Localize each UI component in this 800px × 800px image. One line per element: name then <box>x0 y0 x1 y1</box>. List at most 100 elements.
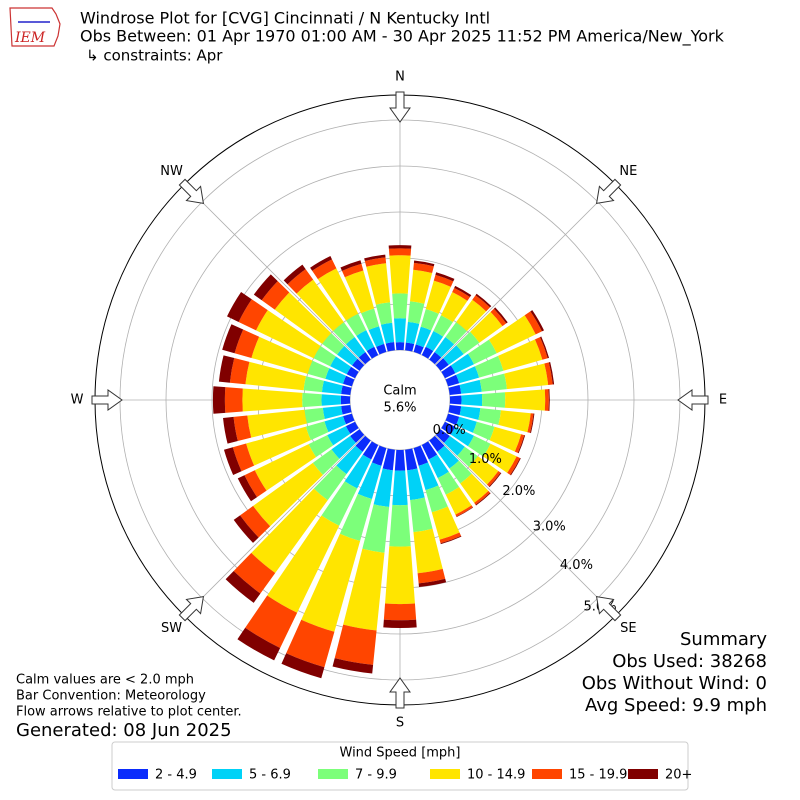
bar-segment <box>281 653 325 679</box>
bar-segment <box>455 505 473 517</box>
flow-arrow <box>389 91 411 123</box>
bar-segment <box>467 435 491 457</box>
bar-segment <box>472 421 495 441</box>
compass-label: W <box>71 393 84 408</box>
bar-segment <box>371 445 387 466</box>
generated: Generated: 08 Jun 2025 <box>16 720 232 741</box>
bar-segment <box>413 262 434 274</box>
bar-segment <box>440 292 468 323</box>
radial-grid <box>435 435 616 616</box>
bar-segment <box>540 336 550 359</box>
bar-segment <box>421 441 438 460</box>
bar-segment <box>429 435 445 452</box>
flow-arrow <box>677 389 709 411</box>
bar-segment <box>443 345 464 365</box>
compass-label: S <box>396 716 404 731</box>
bar-segment <box>244 470 267 498</box>
bar-segment <box>233 515 259 543</box>
bar-segment <box>445 322 467 345</box>
bar-segment <box>456 331 480 355</box>
summary-line: Avg Speed: 9.9 mph <box>585 695 767 716</box>
bar-segment <box>321 481 358 526</box>
flow-arrow <box>178 178 205 205</box>
bar-segment <box>490 308 507 327</box>
bar-segment <box>254 444 317 491</box>
bar-segment <box>405 342 415 352</box>
bar-segment <box>351 358 365 371</box>
bar-segment <box>283 264 306 285</box>
bar-segment <box>385 546 415 605</box>
bar-segment <box>344 270 375 314</box>
bar-segment <box>332 658 374 674</box>
bar-segment <box>321 394 341 406</box>
bar-segment <box>350 429 365 443</box>
bar-segment <box>331 435 356 459</box>
bar-segment <box>337 345 358 366</box>
bar-segment <box>330 356 352 375</box>
bar-segment <box>358 351 371 365</box>
bar-segment <box>548 362 555 385</box>
bar-segment <box>356 330 375 352</box>
bar-segment <box>343 375 355 387</box>
bar-segment <box>346 366 359 379</box>
bar-segment <box>313 465 347 501</box>
bar-segment <box>421 346 434 359</box>
bar-segment <box>308 435 334 458</box>
bar-segment <box>439 532 462 544</box>
bar-segment <box>445 487 472 515</box>
bar-segment <box>510 457 521 476</box>
bar-segment <box>410 269 433 304</box>
bar-segment <box>388 245 412 249</box>
bar-segment <box>327 426 351 446</box>
bar-segment <box>336 445 363 475</box>
bar-segment <box>470 311 503 343</box>
bar-segment <box>223 447 242 475</box>
bar-segment <box>517 435 526 454</box>
radial-tick-label: 2.0% <box>502 484 535 499</box>
compass-label: N <box>395 70 405 85</box>
bar-segment <box>238 299 268 331</box>
bar-segment <box>343 548 385 631</box>
bar-segment <box>440 535 462 545</box>
bar-segment <box>375 302 393 325</box>
bar-segment <box>429 351 442 365</box>
bar-segment <box>450 353 475 374</box>
bar-segment <box>322 405 343 420</box>
bar-segment <box>333 322 355 345</box>
bar-segment <box>448 384 462 395</box>
bar-segment <box>413 260 435 267</box>
bar-segment <box>247 409 307 438</box>
bar-segment <box>394 318 406 343</box>
bar-segment <box>341 405 352 415</box>
bar-segment <box>343 413 355 425</box>
flow-arrow <box>178 595 205 622</box>
bar-segment <box>456 366 480 384</box>
bar-segment <box>456 507 474 518</box>
bar-segment <box>274 292 332 344</box>
bar-segment <box>383 603 417 621</box>
bar-segment <box>313 346 336 367</box>
bar-segment <box>504 363 549 390</box>
bar-segment <box>445 413 460 426</box>
bar-segment <box>340 395 351 405</box>
bar-segment <box>304 407 325 424</box>
bar-segment <box>417 568 446 584</box>
bar-segment <box>218 355 235 383</box>
bar-segment <box>385 342 395 352</box>
bar-segment <box>382 448 395 471</box>
legend-swatch <box>628 769 658 779</box>
bar-segment <box>435 272 455 282</box>
bar-segment <box>227 292 252 322</box>
bar-segment <box>472 295 491 312</box>
bar-segment <box>307 360 330 379</box>
bar-segment <box>302 392 322 408</box>
calm-label: Calm <box>383 384 416 399</box>
bar-segment <box>245 595 298 648</box>
calm-hole <box>351 351 449 449</box>
bar-segment <box>368 326 385 347</box>
subtitle: Obs Between: 01 Apr 1970 01:00 AM - 30 A… <box>80 27 725 47</box>
bar-segment <box>366 263 391 305</box>
bar-segment <box>234 329 260 358</box>
legend-label: 10 - 14.9 <box>467 768 525 783</box>
bar-segment <box>361 308 380 331</box>
